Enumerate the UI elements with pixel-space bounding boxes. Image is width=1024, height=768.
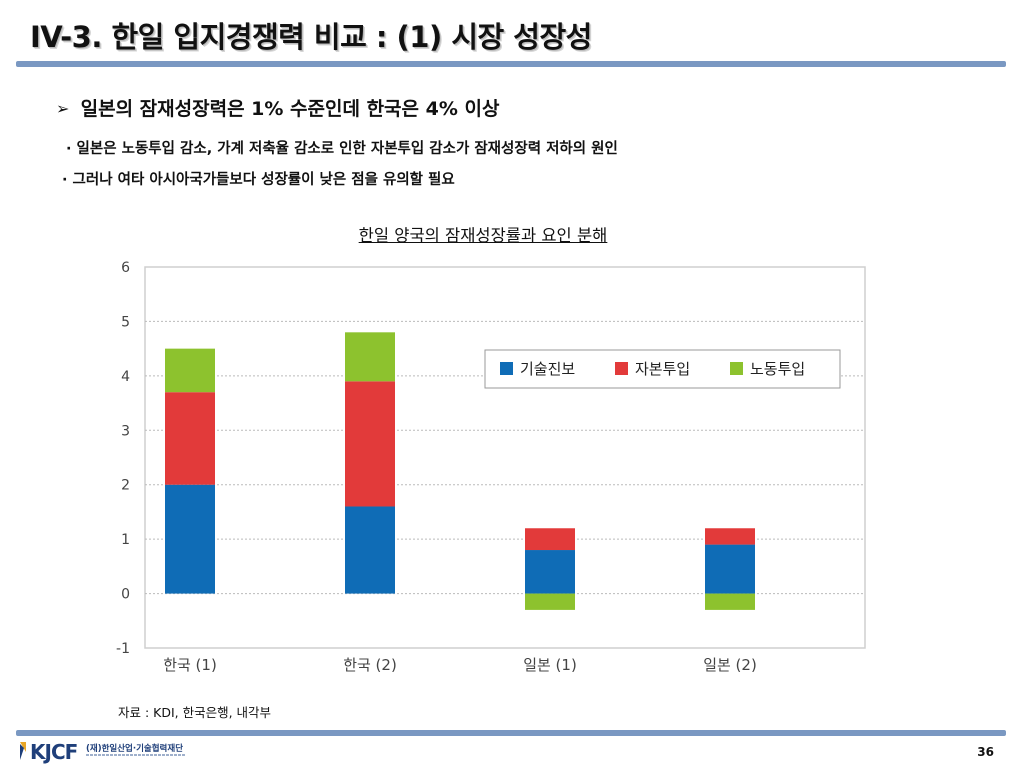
bar-segment (345, 506, 395, 594)
plot-frame (144, 266, 866, 649)
bar-segment (525, 550, 575, 594)
main-bullet: ➢ 일본의 잠재성장력은 1% 수준인데 한국은 4% 이상 (56, 94, 499, 121)
x-tick-label: 일본 (2) (703, 656, 757, 674)
y-tick-label: 6 (121, 260, 130, 276)
legend-label: 자본투입 (635, 360, 690, 378)
stacked-bar-chart: -1 0 1 2 3 4 5 6 한국 (1) 한국 (2) 일본 (1) 일본 (2) 기술진보 자본투… (116, 260, 866, 674)
source-note: 자료 : KDI, 한국은행, 내각부 (118, 705, 272, 720)
y-tick-label: -1 (116, 641, 130, 657)
main-bullet-text: 일본의 잠재성장력은 1% 수준인데 한국은 4% 이상 (80, 98, 500, 120)
y-tick-label: 1 (121, 532, 130, 548)
bar-segment (705, 593, 755, 610)
bar-segment (165, 348, 215, 393)
sub-bullet-2: · 그러나 여타 아시아국가들보다 성장률이 낮은 점을 유의할 필요 (62, 172, 455, 188)
legend-box (484, 349, 841, 389)
top-divider (16, 61, 1006, 67)
sub-bullet-1: · 일본은 노동투입 감소, 가계 저축율 감소로 인한 자본투입 감소가 잠재… (66, 141, 618, 157)
chart-title: 한일 양국의 잠재성장률과 요인 분해 (358, 226, 608, 245)
logo-org-subtitle (86, 754, 186, 756)
y-tick-label: 2 (121, 478, 130, 494)
logo-mark-icon (20, 742, 26, 760)
legend-label: 노동투입 (750, 360, 805, 378)
legend-swatch (730, 362, 743, 375)
page-number: 36 (977, 745, 994, 759)
y-tick-label: 5 (121, 314, 130, 330)
bar-segment (165, 392, 215, 485)
logo-text: KJCF (30, 740, 78, 764)
bar-segment (345, 381, 395, 507)
legend-swatch (500, 362, 513, 375)
legend-label: 기술진보 (520, 360, 575, 378)
bar-segment (525, 528, 575, 551)
x-tick-label: 일본 (1) (523, 656, 577, 674)
y-tick-label: 3 (121, 423, 130, 439)
y-tick-label: 4 (121, 369, 130, 385)
bar-segment (525, 593, 575, 610)
bar-segment (705, 528, 755, 545)
slide-title: IV-3. 한일 입지경쟁력 비교 : (1) 시장 성장성 (30, 20, 592, 54)
bar-segment (345, 332, 395, 382)
bar-segment (165, 484, 215, 594)
legend-swatch (615, 362, 628, 375)
arrow-bullet-icon: ➢ (56, 99, 70, 118)
bottom-divider (16, 730, 1006, 736)
bar-segment (705, 544, 755, 594)
x-tick-label: 한국 (1) (163, 656, 217, 674)
x-tick-label: 한국 (2) (343, 656, 397, 674)
y-tick-label: 0 (121, 587, 130, 603)
logo-org-name: (재)한일산업·기술협력재단 (86, 744, 184, 754)
